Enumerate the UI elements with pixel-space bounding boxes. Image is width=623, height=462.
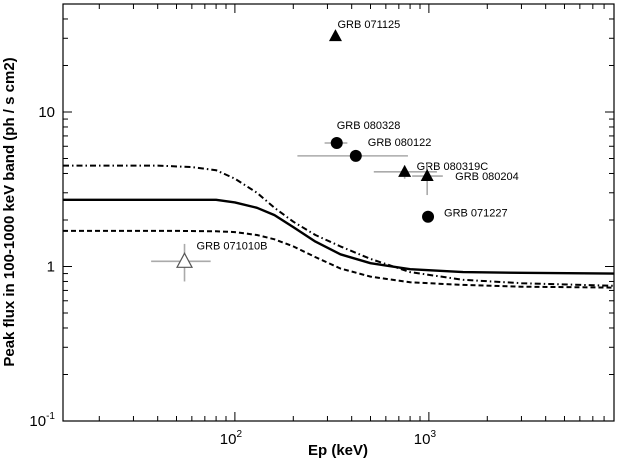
point-label: GRB 071125 (337, 19, 400, 31)
point-label: GRB 071227 (444, 208, 508, 220)
x-axis-title: Ep (keV) (308, 442, 368, 459)
data-point-circle (349, 149, 362, 162)
model-curve-dashed (63, 229, 615, 289)
y-tick-label: 1 (47, 258, 55, 275)
data-point-open-triangle (176, 252, 194, 268)
data-point-circle (422, 210, 435, 223)
y-axis-title: Peak flux in 100-1000 keV band (ph / s c… (1, 57, 18, 366)
point-label: GRB 080319C (417, 161, 489, 173)
data-points: GRB 071125 GRB 080328 GRB 080122 GRB 080319… (151, 19, 519, 282)
point-label: GRB 080328 (337, 120, 401, 132)
model-curve-dashdot (63, 164, 615, 287)
data-point-triangle (398, 164, 412, 177)
model-curves (63, 164, 615, 289)
y-tick-label: 10 (38, 104, 55, 121)
data-point-triangle (328, 29, 342, 42)
data-point-circle (330, 136, 343, 149)
model-curve-solid (63, 198, 615, 275)
point-label: GRB 080122 (368, 137, 432, 149)
x-tick-label: 102 (220, 429, 243, 448)
data-point-triangle (420, 169, 434, 182)
plot-frame (62, 3, 615, 422)
point-label: GRB 080204 (455, 171, 519, 183)
point-label: GRB 071010B (197, 240, 268, 252)
x-tick-label: 103 (414, 429, 437, 448)
axis-ticks: 102 103 10-1 1 10 (29, 3, 615, 448)
y-tick-label: 10-1 (29, 411, 55, 430)
